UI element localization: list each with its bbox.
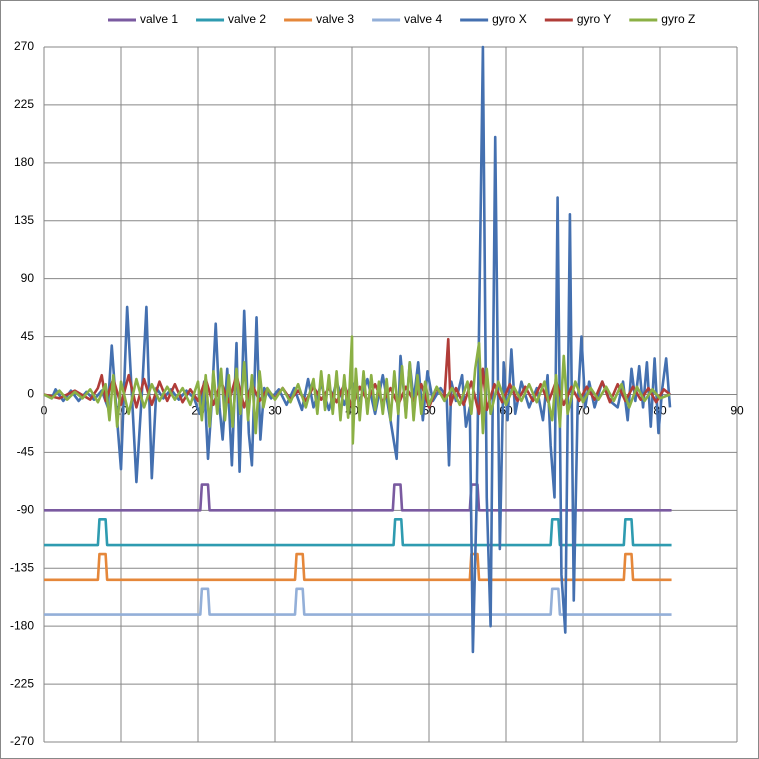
y-tick-label: -135 (10, 560, 34, 574)
y-tick-label: 0 (27, 387, 34, 401)
legend-label: valve 3 (316, 12, 354, 26)
legend-label: valve 2 (228, 12, 266, 26)
legend-label: gyro Y (577, 12, 611, 26)
y-tick-label: -45 (17, 445, 35, 459)
series-line (43, 335, 671, 445)
series-line (44, 552, 672, 582)
legend-label: valve 4 (404, 12, 442, 26)
x-tick-label: 90 (730, 404, 744, 418)
y-tick-label: -180 (10, 618, 34, 632)
y-tick-label: 135 (14, 213, 34, 227)
x-tick-label: 50 (422, 404, 436, 418)
y-tick-label: -270 (10, 734, 34, 748)
series-line (44, 587, 672, 616)
legend-label: gyro X (492, 12, 527, 26)
legend-label: gyro Z (661, 12, 695, 26)
y-tick-label: 270 (14, 39, 34, 53)
y-tick-label: 180 (14, 155, 34, 169)
y-tick-label: 225 (14, 97, 34, 111)
y-tick-label: -225 (10, 676, 34, 690)
y-tick-label: 90 (21, 271, 35, 285)
legend-label: valve 1 (140, 12, 178, 26)
x-tick-label: 30 (268, 404, 282, 418)
y-tick-label: -90 (17, 503, 35, 517)
y-tick-label: 45 (21, 329, 35, 343)
